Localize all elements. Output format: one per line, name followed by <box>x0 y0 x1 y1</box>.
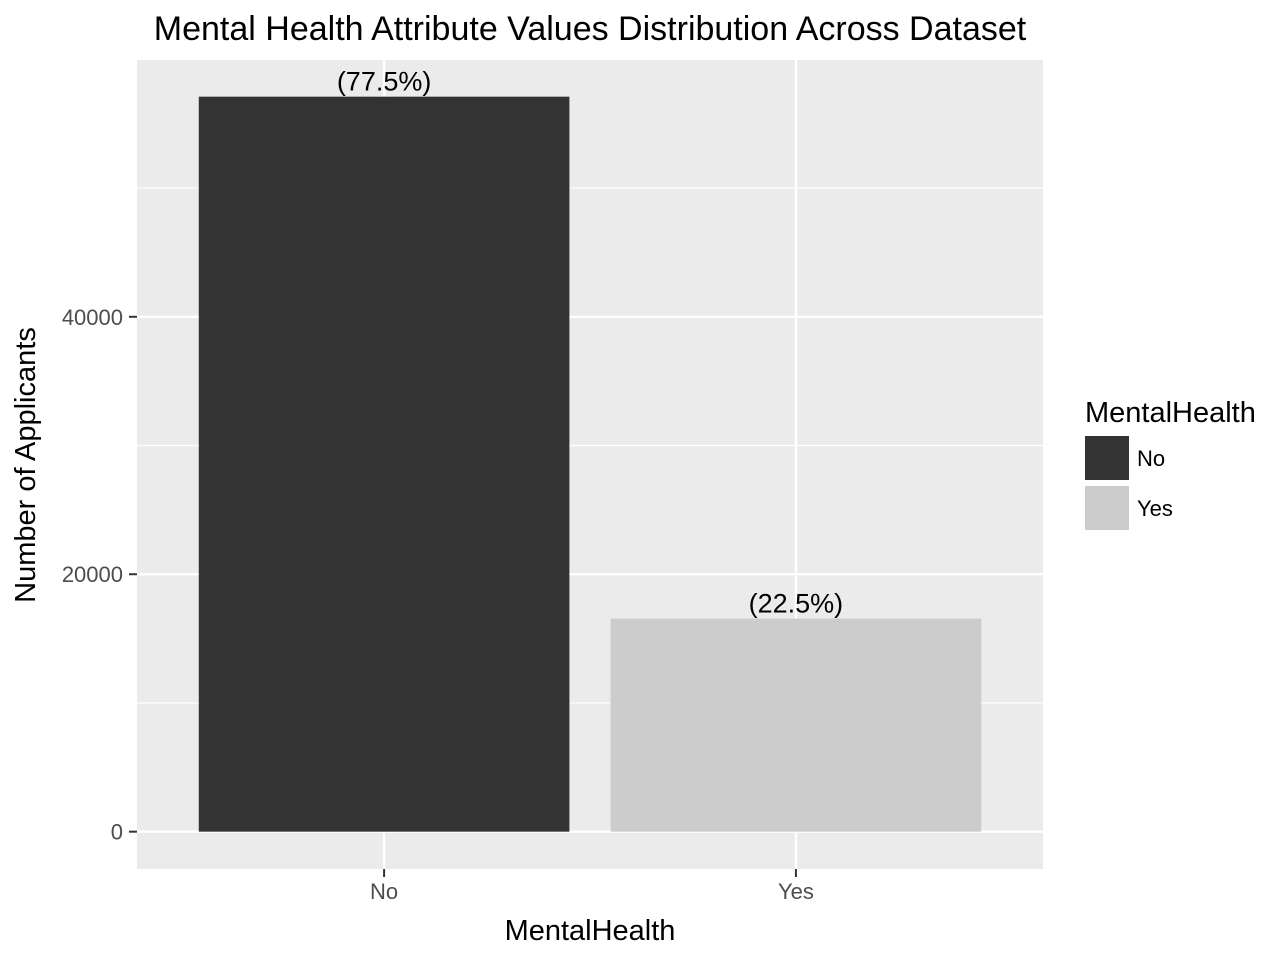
legend-key-no <box>1085 436 1129 480</box>
data-label-yes: (22.5%) <box>749 589 844 619</box>
x-axis-title: MentalHealth <box>505 915 676 947</box>
y-tick-label: 20000 <box>62 562 123 587</box>
legend-label-yes: Yes <box>1137 496 1173 521</box>
data-labels: (77.5%) (22.5%) <box>337 67 843 619</box>
legend-label-no: No <box>1137 446 1165 471</box>
bars <box>198 96 982 832</box>
x-tick-label: No <box>370 879 398 904</box>
chart-title: Mental Health Attribute Values Distribut… <box>154 10 1027 48</box>
y-tick-label: 0 <box>111 820 123 845</box>
x-tick-label: Yes <box>778 879 814 904</box>
legend: MentalHealth No Yes <box>1085 397 1256 530</box>
y-axis-title: Number of Applicants <box>10 327 42 603</box>
y-axis: 0 20000 40000 <box>62 305 137 845</box>
bar-no <box>198 96 570 832</box>
legend-title: MentalHealth <box>1085 397 1256 429</box>
x-axis: No Yes <box>370 869 814 904</box>
data-label-no: (77.5%) <box>337 67 432 97</box>
legend-key-yes <box>1085 486 1129 530</box>
bar-yes <box>610 618 982 832</box>
y-tick-label: 40000 <box>62 305 123 330</box>
